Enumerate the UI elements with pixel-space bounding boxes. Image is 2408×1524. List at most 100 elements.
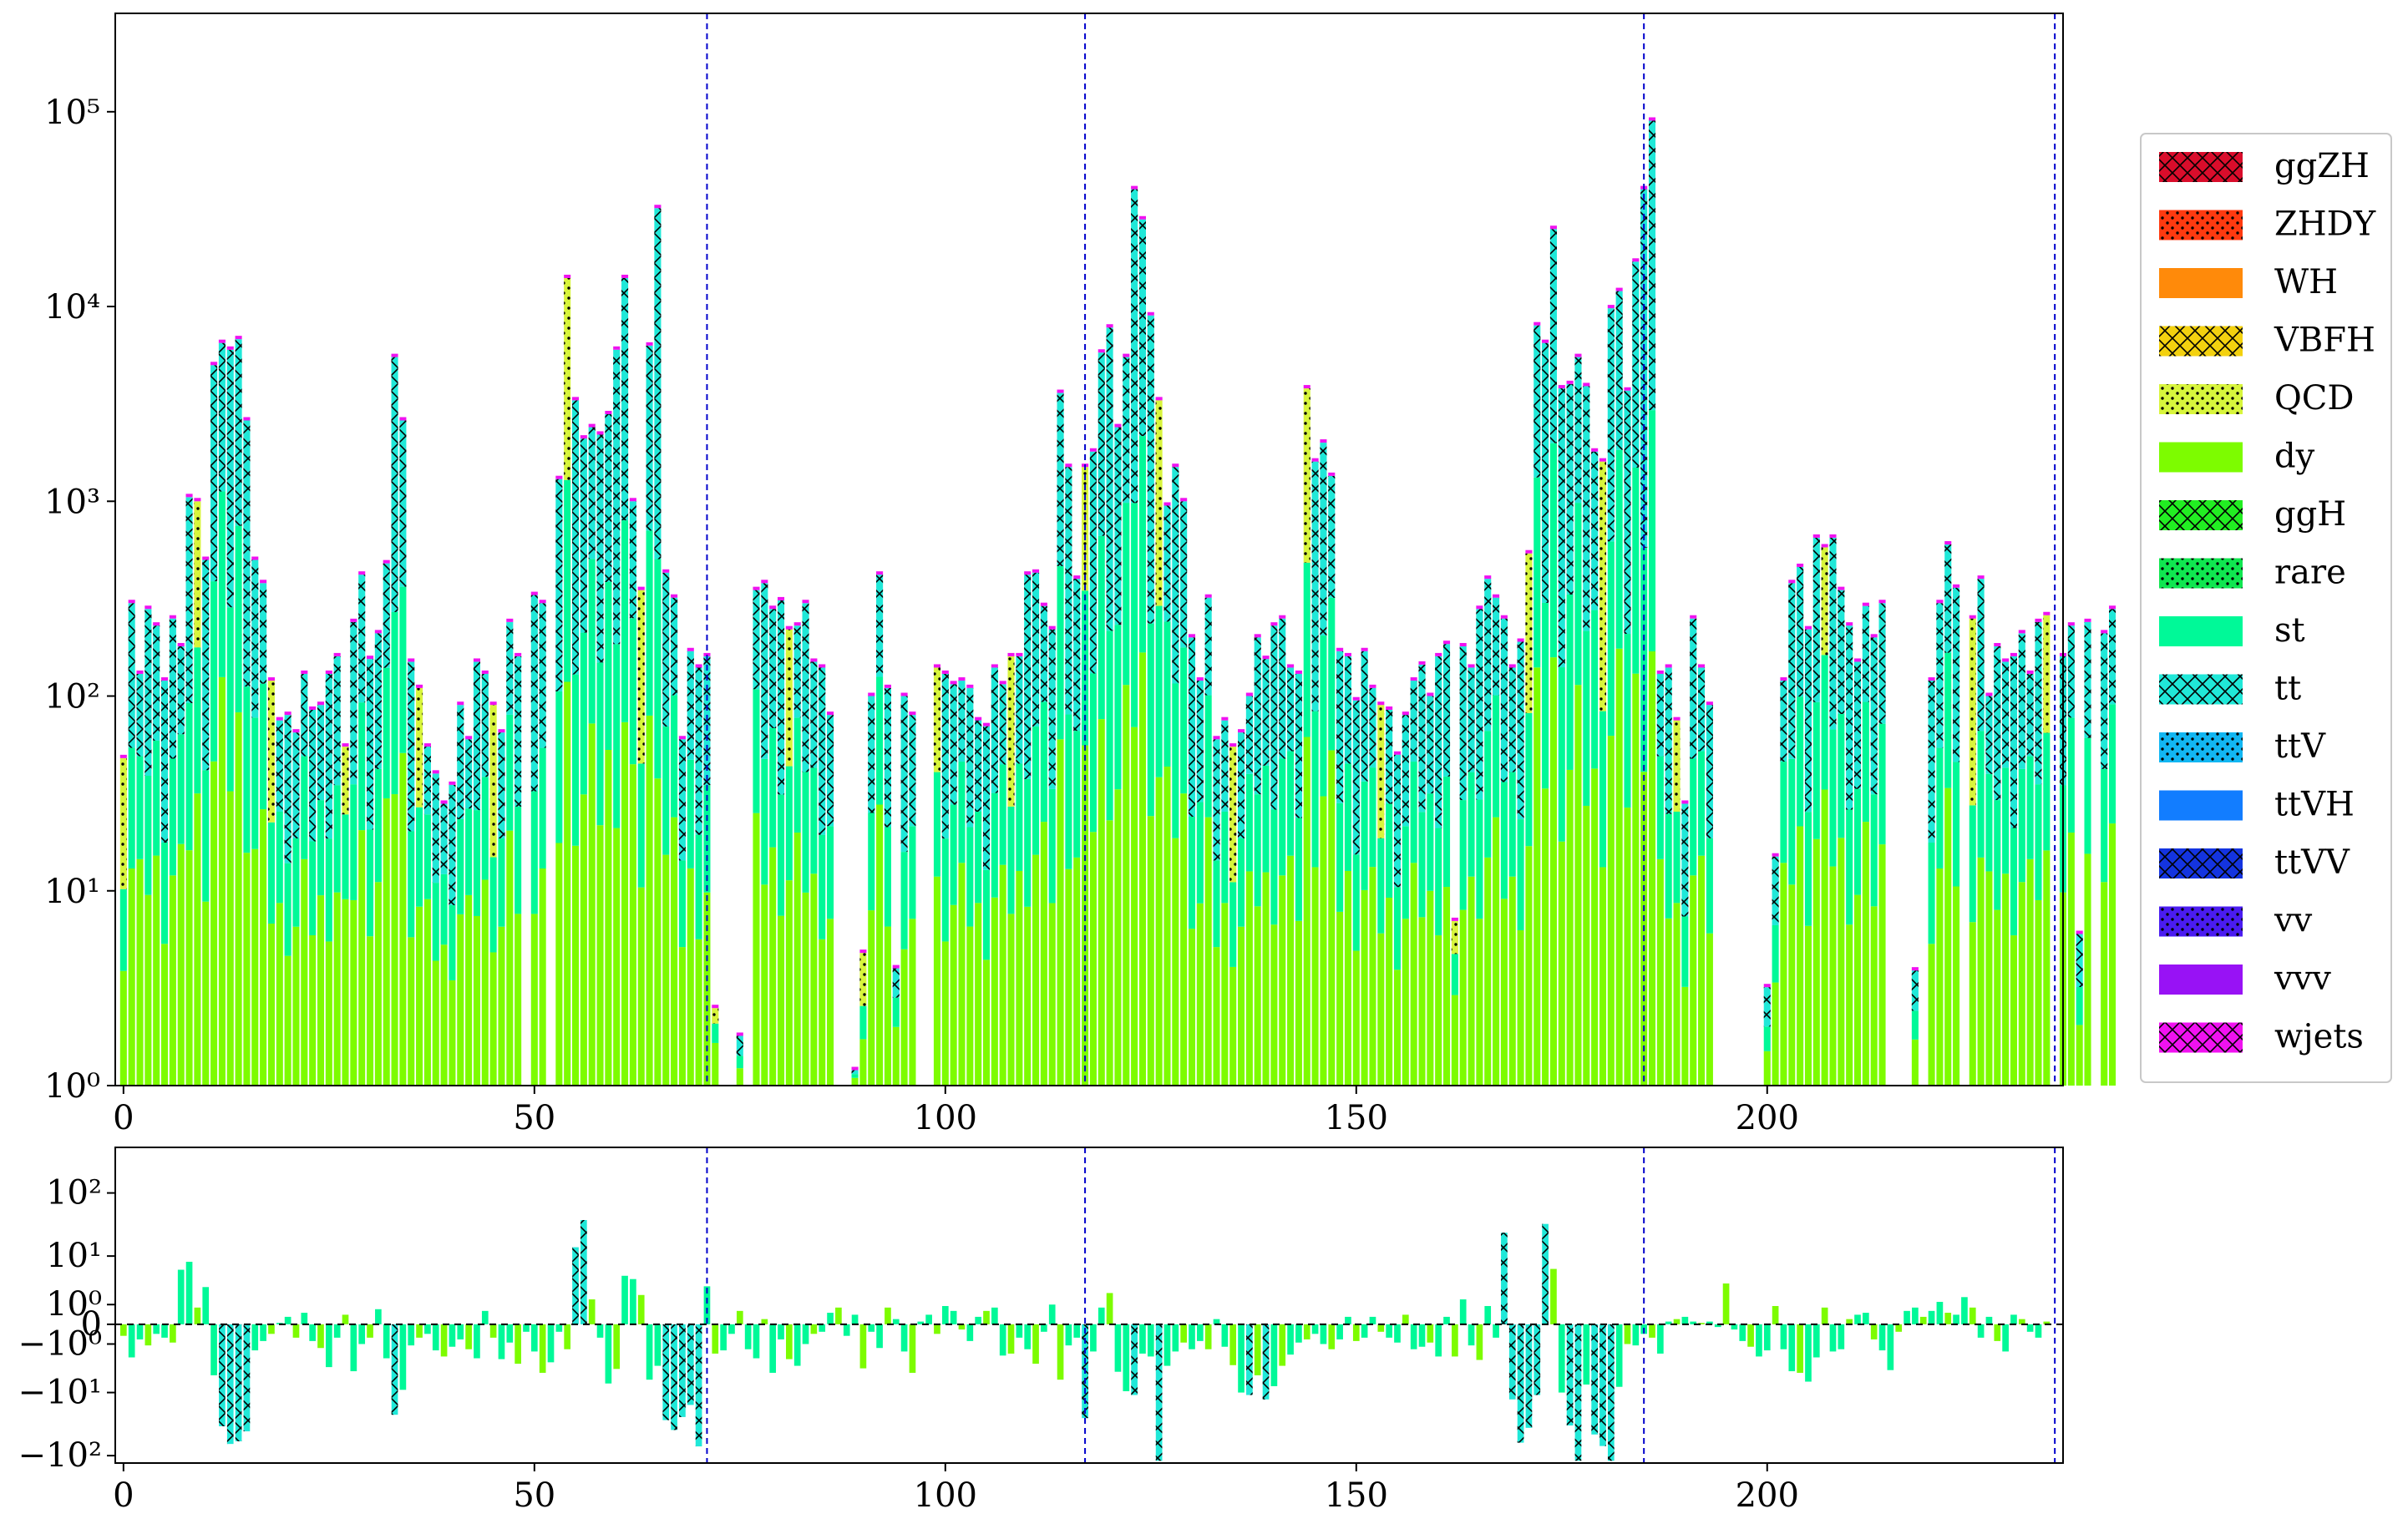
bar-hatch-tt	[260, 583, 267, 684]
bar-hatch-tt	[769, 609, 777, 728]
bar-st	[177, 734, 185, 844]
residual-bar	[605, 1324, 612, 1384]
bar-st	[1607, 541, 1615, 737]
bar-cap-wjets	[284, 711, 291, 716]
bar-st	[1320, 635, 1327, 797]
bar-hatch-tt	[1106, 327, 1113, 631]
bar-st	[892, 997, 900, 1027]
residual-bar	[1163, 1324, 1171, 1366]
residual-bar	[1747, 1324, 1754, 1347]
bar-cap-wjets	[827, 711, 834, 716]
bar-st	[1468, 772, 1475, 877]
residual-bar	[424, 1324, 431, 1334]
bar-hatch-tt	[703, 656, 711, 786]
legend-swatch-hatch	[2159, 848, 2243, 878]
bar-st	[1549, 443, 1557, 658]
bar-dy	[950, 904, 957, 1086]
bar-st	[1681, 916, 1689, 987]
bar-st	[950, 804, 957, 905]
y-tick-label: 10⁵	[44, 94, 100, 132]
bar-hatch-tt	[1163, 505, 1171, 622]
residual-bar	[1270, 1324, 1278, 1386]
bar-hatch-tt	[301, 673, 308, 757]
bar-dy	[1279, 875, 1286, 1086]
legend-item-wjets: wjets	[2159, 1018, 2364, 1056]
residual-bar	[1213, 1319, 1220, 1324]
residual-bar	[1649, 1324, 1655, 1338]
residual-bar	[2043, 1321, 2051, 1324]
bar-dy	[1098, 719, 1105, 1086]
bar-cap-wjets	[218, 339, 226, 343]
residual-bar	[646, 1324, 653, 1380]
bar-hatch-tt	[1089, 451, 1097, 674]
bar-hatch-QCD	[1525, 553, 1533, 713]
main-x-ticks: 0 50 100 150 200	[113, 1086, 1799, 1137]
residual-bar	[983, 1310, 990, 1324]
bar-st	[1977, 731, 1985, 858]
bar-hatch-QCD	[342, 747, 349, 815]
bar-hatch-tt	[506, 621, 514, 715]
bar-hatch-QCD	[1969, 618, 1976, 806]
bar-st	[1048, 788, 1056, 904]
bar-dy	[991, 897, 998, 1086]
bar-cap-wjets	[1032, 569, 1040, 573]
bar-hatch-tt	[1870, 637, 1878, 795]
bar-hatch-tt	[177, 646, 185, 735]
bar-cap-wjets	[1320, 439, 1327, 443]
bar-dy	[1057, 739, 1064, 1086]
bar-st	[358, 702, 366, 831]
bar-st	[1073, 731, 1081, 858]
bar-cap-wjets	[1352, 696, 1360, 701]
residual-bar	[408, 1324, 415, 1346]
legend-label: wjets	[2274, 1018, 2364, 1056]
bar-dy	[564, 681, 571, 1086]
legend-label: VBFH	[2274, 322, 2375, 360]
residual-bar	[358, 1324, 366, 1344]
residual-y-tick-label: −10⁰	[18, 1324, 102, 1363]
residual-bar	[292, 1324, 300, 1338]
bar-cap-wjets	[1377, 701, 1385, 706]
residual-bar	[1821, 1307, 1828, 1324]
bar-hatch-tt	[662, 572, 670, 727]
residual-bar	[1443, 1316, 1450, 1324]
bar-st	[1862, 701, 1869, 823]
bar-cap-wjets	[1048, 625, 1056, 630]
legend-item-vvv: vvv	[2159, 959, 2331, 998]
bar-hatch-tt	[1484, 579, 1492, 732]
bar-st	[1352, 854, 1360, 951]
residual-bar-hatch	[695, 1324, 702, 1447]
bar-cap-wjets	[868, 692, 875, 696]
residual-bars	[120, 1220, 2051, 1461]
bar-st	[637, 763, 645, 888]
residual-bar	[1098, 1307, 1105, 1324]
bar-dy	[1517, 929, 1524, 1086]
residual-bar	[712, 1324, 719, 1354]
bar-st	[416, 807, 423, 907]
bar-st	[1377, 838, 1385, 934]
bar-hatch-tt	[1098, 352, 1105, 536]
bar-cap-wjets	[1632, 258, 1640, 262]
bar-cap-wjets	[892, 965, 900, 969]
bar-dy	[1985, 871, 1993, 1086]
bar-dy	[1690, 875, 1697, 1086]
bar-st	[958, 762, 966, 863]
residual-bar	[1377, 1324, 1385, 1332]
residual-bar	[1057, 1324, 1064, 1380]
bar-dy	[260, 809, 267, 1086]
bar-hatch-tt	[1846, 625, 1853, 810]
residual-bar	[465, 1324, 472, 1349]
legend-label: ttVV	[2274, 843, 2350, 882]
bar-hatch-tt	[1928, 681, 1935, 843]
bar-st	[1985, 773, 1993, 872]
bar-cap-wjets	[2043, 611, 2051, 615]
bar-cap-wjets	[391, 353, 398, 357]
bar-hatch-tt	[218, 342, 226, 492]
residual-bar-hatch	[1508, 1324, 1516, 1400]
bar-dy	[1295, 920, 1302, 1086]
residual-bar	[1336, 1324, 1343, 1339]
bar-hatch-QCD	[1821, 547, 1828, 656]
bar-cap-wjets	[1435, 652, 1442, 656]
bar-hatch-tt	[1812, 537, 1820, 702]
bar-hatch-tt	[1558, 388, 1565, 668]
bar-cap-wjets	[153, 622, 160, 626]
